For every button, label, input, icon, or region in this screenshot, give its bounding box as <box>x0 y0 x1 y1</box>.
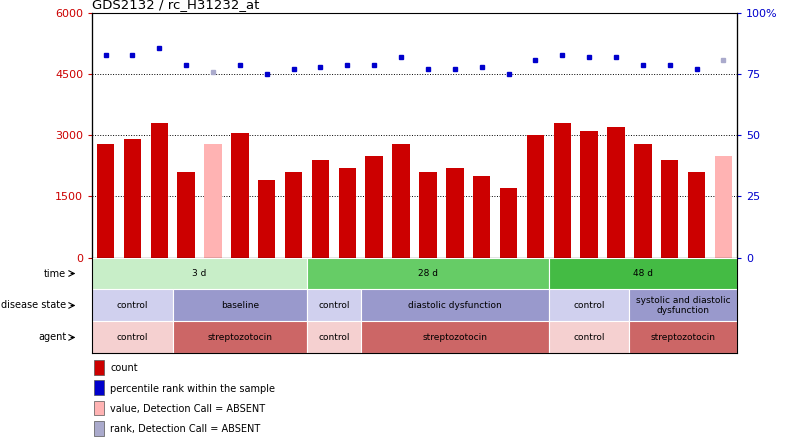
Bar <box>392 143 410 258</box>
Bar <box>177 172 195 258</box>
Text: control: control <box>318 301 350 310</box>
Text: percentile rank within the sample: percentile rank within the sample <box>111 384 275 393</box>
Text: control: control <box>574 333 605 342</box>
Text: streptozotocin: streptozotocin <box>650 333 715 342</box>
Text: GSM107419: GSM107419 <box>289 262 298 317</box>
Bar <box>500 188 517 258</box>
Text: GDS2132 / rc_H31232_at: GDS2132 / rc_H31232_at <box>92 0 260 11</box>
Bar <box>258 180 276 258</box>
Text: streptozotocin: streptozotocin <box>207 333 272 342</box>
Bar <box>714 156 732 258</box>
Text: control: control <box>318 333 350 342</box>
Bar <box>204 143 222 258</box>
Text: GSM107428: GSM107428 <box>531 262 540 317</box>
Text: count: count <box>111 363 138 373</box>
Text: GSM107417: GSM107417 <box>235 262 244 317</box>
Bar <box>549 258 737 289</box>
Text: rank, Detection Call = ABSENT: rank, Detection Call = ABSENT <box>111 424 260 434</box>
Bar <box>92 289 173 321</box>
Text: systolic and diastolic
dysfunction: systolic and diastolic dysfunction <box>636 296 731 315</box>
Text: GSM107416: GSM107416 <box>208 262 218 317</box>
Text: GSM107434: GSM107434 <box>692 262 701 317</box>
Bar <box>95 421 104 436</box>
Bar <box>312 160 329 258</box>
Bar <box>607 127 625 258</box>
Text: GSM107431: GSM107431 <box>611 262 621 317</box>
Text: GSM107424: GSM107424 <box>424 262 433 317</box>
Text: GSM107430: GSM107430 <box>585 262 594 317</box>
Text: GSM107429: GSM107429 <box>557 262 567 317</box>
Text: GSM107422: GSM107422 <box>370 262 379 317</box>
Bar <box>95 401 104 416</box>
Text: GSM107415: GSM107415 <box>182 262 191 317</box>
Bar <box>95 360 104 375</box>
Text: GSM107418: GSM107418 <box>262 262 272 317</box>
Text: GSM107433: GSM107433 <box>666 262 674 317</box>
Bar <box>419 172 437 258</box>
Text: 48 d: 48 d <box>633 269 653 278</box>
Bar <box>173 289 307 321</box>
Bar <box>173 321 307 353</box>
Bar <box>95 381 104 395</box>
Bar <box>231 133 248 258</box>
Bar <box>123 139 141 258</box>
Bar <box>307 289 360 321</box>
Bar <box>92 258 307 289</box>
Bar <box>473 176 490 258</box>
Text: diastolic dysfunction: diastolic dysfunction <box>408 301 501 310</box>
Bar <box>285 172 302 258</box>
Text: control: control <box>117 301 148 310</box>
Bar <box>688 172 706 258</box>
Bar <box>339 168 356 258</box>
Bar <box>630 289 737 321</box>
Text: 3 d: 3 d <box>192 269 207 278</box>
Bar <box>446 168 464 258</box>
Bar <box>527 135 544 258</box>
Bar <box>549 289 630 321</box>
Text: GSM107427: GSM107427 <box>504 262 513 317</box>
Bar <box>307 321 360 353</box>
Bar <box>307 258 549 289</box>
Bar <box>553 123 571 258</box>
Text: value, Detection Call = ABSENT: value, Detection Call = ABSENT <box>111 404 265 414</box>
Text: GSM107435: GSM107435 <box>719 262 728 317</box>
Text: GSM107432: GSM107432 <box>638 262 647 317</box>
Text: streptozotocin: streptozotocin <box>422 333 487 342</box>
Bar <box>92 321 173 353</box>
Bar <box>581 131 598 258</box>
Bar <box>549 321 630 353</box>
Bar <box>630 321 737 353</box>
Bar <box>634 143 652 258</box>
Bar <box>365 156 383 258</box>
Text: control: control <box>117 333 148 342</box>
Text: GSM107414: GSM107414 <box>155 262 163 317</box>
Text: 28 d: 28 d <box>418 269 438 278</box>
Text: baseline: baseline <box>221 301 259 310</box>
Text: GSM107423: GSM107423 <box>396 262 405 317</box>
Text: control: control <box>574 301 605 310</box>
Text: time: time <box>44 269 66 278</box>
Text: GSM107420: GSM107420 <box>316 262 325 317</box>
Text: disease state: disease state <box>1 301 66 310</box>
Bar <box>360 321 549 353</box>
Bar <box>151 123 168 258</box>
Text: GSM107413: GSM107413 <box>128 262 137 317</box>
Text: GSM107425: GSM107425 <box>450 262 459 317</box>
Bar <box>661 160 678 258</box>
Text: GSM107421: GSM107421 <box>343 262 352 317</box>
Text: GSM107412: GSM107412 <box>101 262 110 317</box>
Bar <box>360 289 549 321</box>
Text: agent: agent <box>38 333 66 342</box>
Bar <box>97 143 115 258</box>
Text: GSM107426: GSM107426 <box>477 262 486 317</box>
